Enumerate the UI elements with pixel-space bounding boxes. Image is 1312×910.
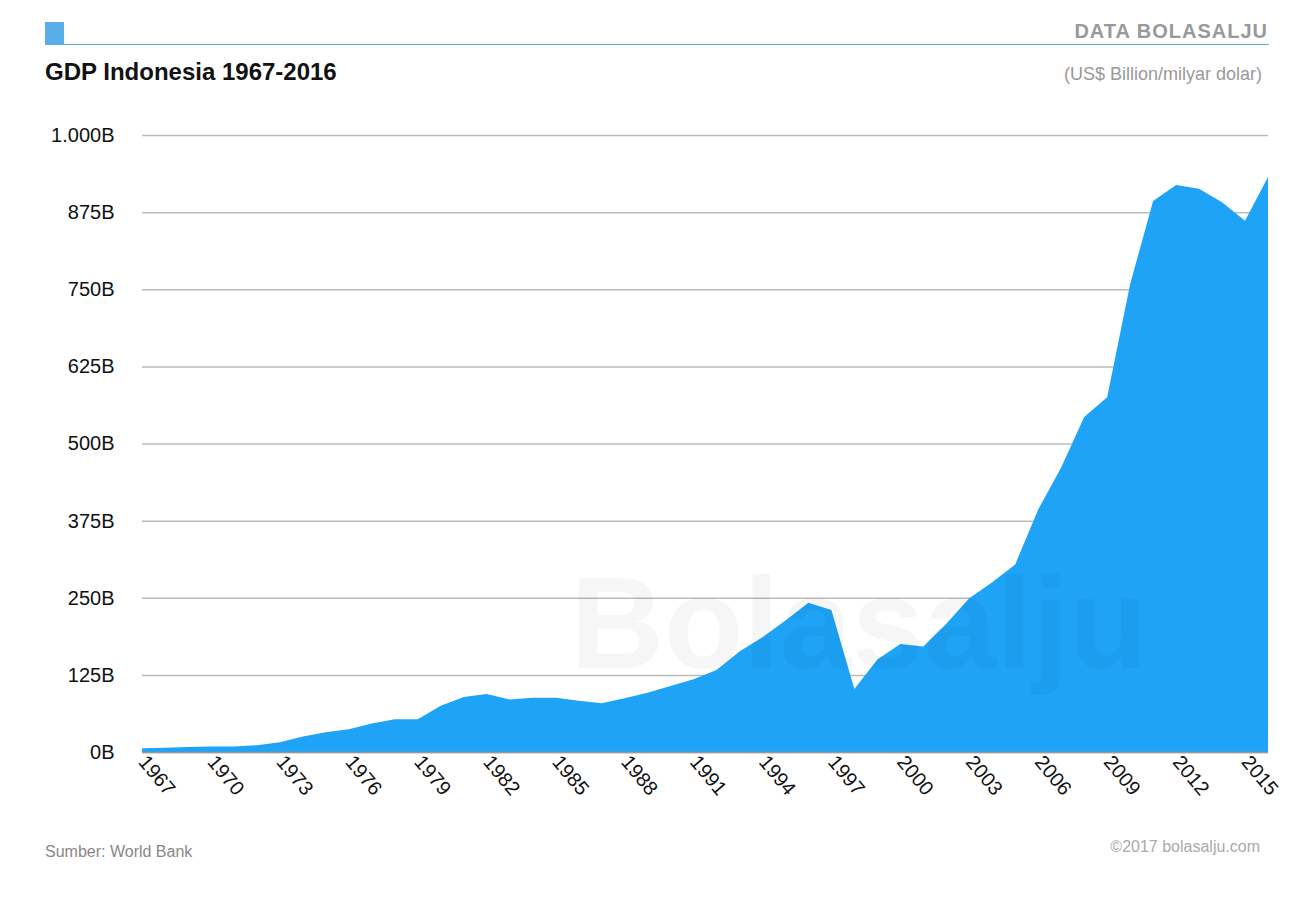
svg-text:1976: 1976: [341, 751, 386, 799]
svg-text:1985: 1985: [548, 751, 593, 799]
svg-text:2006: 2006: [1031, 751, 1076, 799]
svg-text:0B: 0B: [90, 741, 114, 763]
svg-text:125B: 125B: [68, 664, 115, 686]
svg-text:500B: 500B: [68, 432, 115, 454]
html-text:DATA BOLASALJU: DATA BOLASALJU: [1074, 20, 1268, 42]
svg-text:625B: 625B: [68, 355, 115, 377]
svg-text:1994: 1994: [755, 751, 800, 799]
svg-text:1979: 1979: [410, 751, 455, 799]
svg-text:1988: 1988: [617, 751, 662, 799]
svg-text:375B: 375B: [68, 510, 115, 532]
svg-text:250B: 250B: [68, 587, 115, 609]
svg-text:750B: 750B: [68, 278, 115, 300]
html-text:(US$ Billion/milyar dolar): (US$ Billion/milyar dolar): [1063, 64, 1262, 84]
html-text:GDP Indonesia 1967-2016: GDP Indonesia 1967-2016: [45, 58, 337, 85]
svg-text:1991: 1991: [686, 751, 731, 799]
svg-text:2000: 2000: [893, 751, 938, 799]
svg-text:1997: 1997: [824, 751, 869, 799]
svg-text:1967: 1967: [135, 751, 180, 799]
svg-text:1982: 1982: [479, 751, 524, 799]
svg-text:2012: 2012: [1169, 751, 1214, 799]
html-text:Sumber: World Bank: Sumber: World Bank: [45, 843, 193, 860]
svg-text:2003: 2003: [962, 751, 1007, 799]
html-text:Bolasalju: Bolasalju: [570, 550, 1148, 696]
svg-text:875B: 875B: [68, 201, 115, 223]
html-text:©2017 bolasalju.com: ©2017 bolasalju.com: [1110, 838, 1260, 855]
svg-text:1973: 1973: [272, 751, 317, 799]
svg-text:1970: 1970: [203, 751, 248, 799]
svg-text:2009: 2009: [1100, 751, 1145, 799]
svg-text:2015: 2015: [1238, 751, 1283, 799]
svg-text:1.000B: 1.000B: [51, 124, 114, 146]
